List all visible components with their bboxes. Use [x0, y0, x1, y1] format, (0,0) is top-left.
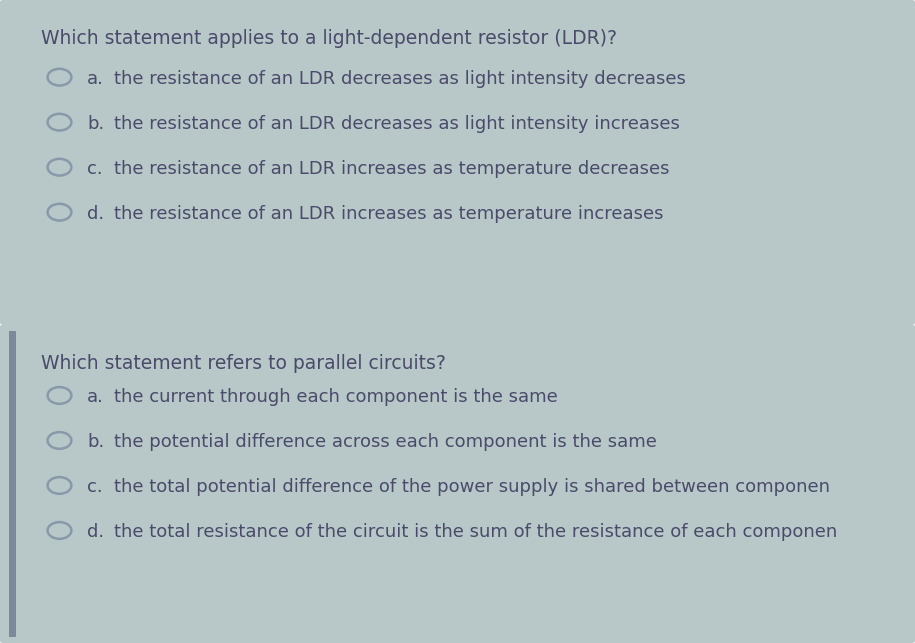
Text: b.: b.: [87, 433, 104, 451]
Text: the potential difference across each component is the same: the potential difference across each com…: [114, 433, 657, 451]
Text: d.: d.: [87, 523, 104, 541]
Text: a.: a.: [87, 388, 103, 406]
Text: Which statement refers to parallel circuits?: Which statement refers to parallel circu…: [41, 354, 446, 373]
Text: c.: c.: [87, 160, 102, 178]
Text: the resistance of an LDR increases as temperature decreases: the resistance of an LDR increases as te…: [114, 160, 670, 178]
Text: c.: c.: [87, 478, 102, 496]
Bar: [9, 331, 16, 637]
Text: b.: b.: [87, 115, 104, 133]
Text: the current through each component is the same: the current through each component is th…: [114, 388, 558, 406]
Text: the resistance of an LDR decreases as light intensity increases: the resistance of an LDR decreases as li…: [114, 115, 680, 133]
Text: the total resistance of the circuit is the sum of the resistance of each compone: the total resistance of the circuit is t…: [114, 523, 837, 541]
Text: d.: d.: [87, 205, 104, 223]
Text: Which statement applies to a light-dependent resistor (LDR)?: Which statement applies to a light-depen…: [41, 29, 618, 48]
Text: the total potential difference of the power supply is shared between componen: the total potential difference of the po…: [114, 478, 831, 496]
Text: the resistance of an LDR increases as temperature increases: the resistance of an LDR increases as te…: [114, 205, 664, 223]
Text: the resistance of an LDR decreases as light intensity decreases: the resistance of an LDR decreases as li…: [114, 70, 686, 88]
FancyBboxPatch shape: [0, 323, 915, 643]
FancyBboxPatch shape: [0, 0, 915, 326]
Text: a.: a.: [87, 70, 103, 88]
